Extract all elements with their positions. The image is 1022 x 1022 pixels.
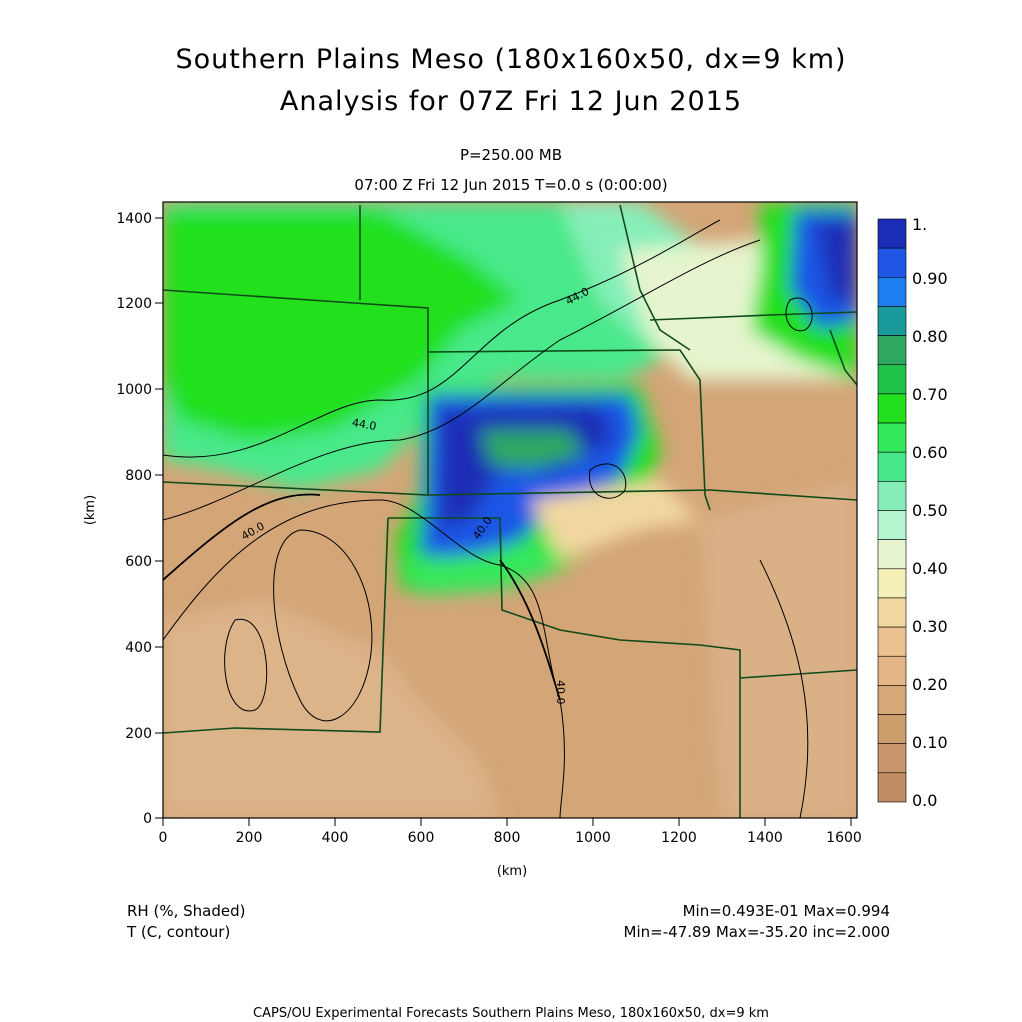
x-tick-label: 1400: [747, 830, 783, 846]
contour-label: 40.0: [554, 680, 567, 705]
colorbar-label: 0.70: [912, 385, 948, 404]
colorbar-segment: [877, 685, 907, 715]
x-tick-label: 600: [408, 830, 435, 846]
x-tick-label: 1600: [826, 830, 862, 846]
y-axis-labels: 0 200 400 600 800 1000 1200 1400: [116, 211, 152, 827]
temp-min-max: Min=-47.89 Max=-35.20 inc=2.000: [623, 923, 890, 941]
colorbar-label: 0.90: [912, 269, 948, 288]
y-tick-label: 600: [125, 554, 152, 570]
x-axis-unit: (km): [497, 864, 527, 879]
colorbar-label: 1.: [912, 215, 927, 234]
y-tick-label: 800: [125, 468, 152, 484]
x-tick-label: 1200: [661, 830, 697, 846]
y-tick-label: 0: [143, 811, 152, 827]
colorbar-segment: [877, 335, 907, 366]
map-title: Southern Plains Meso (180x160x50, dx=9 k…: [175, 44, 847, 75]
colorbar-label: 0.0: [912, 791, 937, 810]
colorbar-segment: [877, 218, 907, 249]
map-subtitle: Analysis for 07Z Fri 12 Jun 2015: [279, 86, 743, 117]
y-axis-ticks: [155, 217, 163, 819]
colorbar-segment: [877, 393, 907, 424]
colorbar-segment: [877, 451, 907, 482]
colorbar: [877, 218, 907, 803]
x-tick-label: 1000: [575, 830, 611, 846]
rh-shading: [163, 202, 857, 818]
colorbar-segment: [877, 364, 907, 395]
colorbar-segment: [877, 626, 907, 657]
valid-time: 07:00 Z Fri 12 Jun 2015 T=0.0 s (0:00:00…: [354, 176, 668, 194]
colorbar-label: 0.80: [912, 327, 948, 346]
x-tick-label: 0: [159, 830, 168, 846]
colorbar-labels: 1. 0.90 0.80 0.70 0.60 0.50 0.40 0.30 0.…: [912, 215, 948, 810]
colorbar-label: 0.10: [912, 733, 948, 752]
colorbar-segment: [877, 655, 907, 686]
colorbar-label: 0.50: [912, 501, 948, 520]
y-tick-label: 1400: [116, 211, 152, 227]
legend-rh: RH (%, Shaded): [127, 902, 246, 920]
x-axis-labels: 0 200 400 600 800 1000 1200 1400 1600 (k…: [159, 830, 862, 879]
colorbar-segment: [877, 539, 907, 570]
colorbar-segment: [877, 481, 907, 511]
x-tick-label: 800: [494, 830, 521, 846]
colorbar-segment: [877, 510, 907, 540]
colorbar-segment: [877, 422, 907, 453]
colorbar-segment: [877, 772, 907, 803]
x-tick-label: 400: [322, 830, 349, 846]
temperature-contours: [163, 219, 813, 818]
footer-credit: CAPS/OU Experimental Forecasts Southern …: [253, 1006, 769, 1021]
legend-temperature: T (C, contour): [127, 923, 231, 941]
y-tick-label: 400: [125, 640, 152, 656]
x-tick-label: 200: [236, 830, 263, 846]
y-axis-unit: (km): [83, 495, 98, 525]
colorbar-segment: [877, 247, 907, 278]
colorbar-segment: [877, 276, 907, 307]
colorbar-segment: [877, 714, 907, 744]
colorbar-label: 0.30: [912, 617, 948, 636]
colorbar-label: 0.20: [912, 675, 948, 694]
y-tick-label: 1200: [116, 296, 152, 312]
colorbar-label: 0.40: [912, 559, 948, 578]
colorbar-segment: [877, 568, 907, 599]
colorbar-segment: [877, 306, 907, 336]
colorbar-segment: [877, 597, 907, 628]
colorbar-label: 0.60: [912, 443, 948, 462]
colorbar-segment: [877, 743, 907, 774]
x-axis-ticks: [162, 818, 852, 826]
y-tick-label: 200: [125, 726, 152, 742]
contour-label: 44.0: [351, 416, 377, 433]
y-tick-label: 1000: [116, 382, 152, 398]
pressure-level: P=250.00 MB: [459, 146, 563, 164]
rh-min-max: Min=0.493E-01 Max=0.994: [682, 902, 890, 920]
state-borders: [163, 204, 857, 818]
